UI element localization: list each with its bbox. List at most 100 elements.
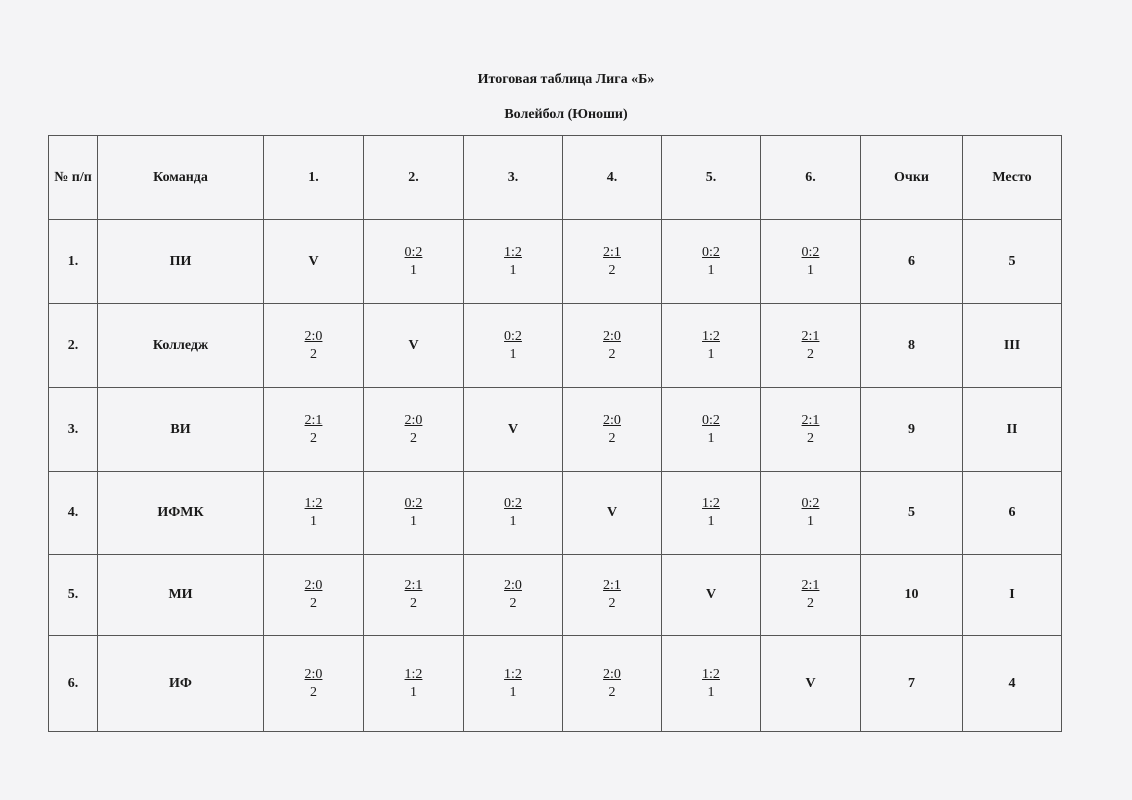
match-result-cell: 0:2 1 — [463, 471, 563, 555]
match-points: 1 — [509, 514, 517, 529]
match-result-cell: 1:2 1 — [661, 471, 761, 555]
match-points: 1 — [509, 684, 517, 700]
match-points: 2 — [608, 346, 616, 362]
match-result-cell: 2:1 2 — [263, 387, 364, 472]
match-result: 1:2 1 — [504, 666, 522, 702]
set-score: 2:1 — [801, 578, 820, 593]
match-points: 2 — [309, 346, 317, 362]
set-score: 2:0 — [304, 578, 323, 593]
team-name: ИФ — [97, 635, 264, 732]
match-result-cell: 0:2 1 — [760, 219, 861, 304]
match-result: 0:2 1 — [504, 328, 522, 364]
team-name: ВИ — [97, 387, 264, 472]
match-result-cell: 2:1 2 — [363, 554, 464, 636]
row-number: 3. — [48, 387, 98, 472]
match-result: 2:1 2 — [603, 244, 621, 280]
set-score: 1:2 — [702, 666, 720, 682]
match-points: 1 — [707, 684, 715, 700]
team-name: ИФМК — [97, 471, 264, 555]
match-points: 1 — [409, 684, 417, 700]
match-result-cell: 1:2 1 — [661, 303, 761, 388]
match-result: 0:2 1 — [405, 244, 423, 280]
set-score: 2:1 — [404, 578, 423, 593]
match-points: 1 — [707, 514, 715, 529]
document-title: Итоговая таблица Лига «Б» — [477, 72, 655, 87]
match-result-cell: 2:1 2 — [760, 554, 861, 636]
set-score: 2:1 — [603, 244, 621, 260]
match-result: 2:0 2 — [305, 577, 323, 613]
table-row: 4. ИФМК 1:2 1 0:2 1 0:2 1 V 1:2 1 0:2 1 5 6 — [48, 471, 1062, 555]
self-match-cell: V — [562, 471, 662, 555]
match-result-cell: 0:2 1 — [463, 303, 563, 388]
match-result: 2:0 2 — [305, 328, 323, 364]
match-result: 2:0 2 — [305, 666, 323, 702]
match-result: 2:1 2 — [802, 412, 820, 448]
row-number: 4. — [48, 471, 98, 555]
match-result-cell: 2:0 2 — [263, 635, 364, 732]
row-number: 6. — [48, 635, 98, 732]
column-header: 1. — [263, 135, 364, 220]
set-score: 0:2 — [404, 244, 423, 260]
total-points: 5 — [860, 471, 963, 555]
place: III — [962, 303, 1062, 388]
set-score: 0:2 — [801, 496, 820, 511]
document-subtitle: Волейбол (Юноши) — [504, 107, 628, 122]
match-points: 2 — [806, 346, 814, 362]
set-score: 0:2 — [702, 412, 720, 428]
match-result: 1:2 1 — [702, 495, 720, 531]
column-header: Очки — [860, 135, 963, 220]
set-score: 1:2 — [504, 666, 522, 682]
set-score: 2:0 — [304, 328, 323, 344]
match-result-cell: 2:0 2 — [562, 303, 662, 388]
match-result-cell: 2:0 2 — [562, 635, 662, 732]
match-result-cell: 2:1 2 — [760, 303, 861, 388]
total-points: 10 — [860, 554, 963, 636]
place: II — [962, 387, 1062, 472]
self-match-cell: V — [661, 554, 761, 636]
match-result: 2:0 2 — [603, 412, 621, 448]
set-score: 2:0 — [603, 328, 621, 344]
match-result-cell: 0:2 1 — [363, 471, 464, 555]
match-points: 2 — [509, 596, 517, 611]
set-score: 1:2 — [702, 328, 720, 344]
match-result-cell: 2:0 2 — [562, 387, 662, 472]
column-header: 6. — [760, 135, 861, 220]
set-score: 1:2 — [504, 244, 522, 260]
column-header: 5. — [661, 135, 761, 220]
match-result-cell: 0:2 1 — [661, 387, 761, 472]
set-score: 2:1 — [304, 412, 323, 428]
total-points: 9 — [860, 387, 963, 472]
match-points: 1 — [409, 514, 417, 529]
standings-table: № п/п Команда 1. 2. 3. 4. 5. 6. Очки Место 1. ПИ V 0:… — [48, 135, 1062, 732]
match-result-cell: 2:0 2 — [463, 554, 563, 636]
match-points: 1 — [707, 346, 715, 362]
row-number: 5. — [48, 554, 98, 636]
set-score: 2:1 — [801, 328, 820, 344]
match-points: 2 — [409, 430, 417, 446]
match-points: 2 — [409, 596, 417, 611]
table-row: 2. Колледж 2:0 2 V 0:2 1 2:0 2 1:2 1 2:1 2 8 III — [48, 303, 1062, 388]
column-header: Команда — [97, 135, 264, 220]
self-match-cell: V — [363, 303, 464, 388]
match-result: 2:0 2 — [405, 412, 423, 448]
match-points: 1 — [309, 514, 317, 529]
set-score: 2:0 — [603, 666, 621, 682]
set-score: 2:0 — [504, 578, 522, 593]
match-result: 2:1 2 — [802, 328, 820, 364]
match-points: 2 — [608, 596, 616, 611]
match-result: 2:1 2 — [802, 577, 820, 613]
set-score: 0:2 — [801, 244, 820, 260]
self-match-cell: V — [263, 219, 364, 304]
match-result-cell: 1:2 1 — [463, 635, 563, 732]
match-points: 2 — [608, 684, 616, 700]
match-result-cell: 2:1 2 — [562, 554, 662, 636]
place: 6 — [962, 471, 1062, 555]
match-result-cell: 2:0 2 — [263, 303, 364, 388]
match-result-cell: 2:1 2 — [760, 387, 861, 472]
set-score: 1:2 — [304, 496, 323, 511]
set-score: 2:1 — [603, 578, 621, 593]
table-row: 1. ПИ V 0:2 1 1:2 1 2:1 2 0:2 1 0:2 1 6 5 — [48, 219, 1062, 304]
team-name: ПИ — [97, 219, 264, 304]
match-points: 1 — [409, 262, 417, 278]
match-result-cell: 2:0 2 — [263, 554, 364, 636]
